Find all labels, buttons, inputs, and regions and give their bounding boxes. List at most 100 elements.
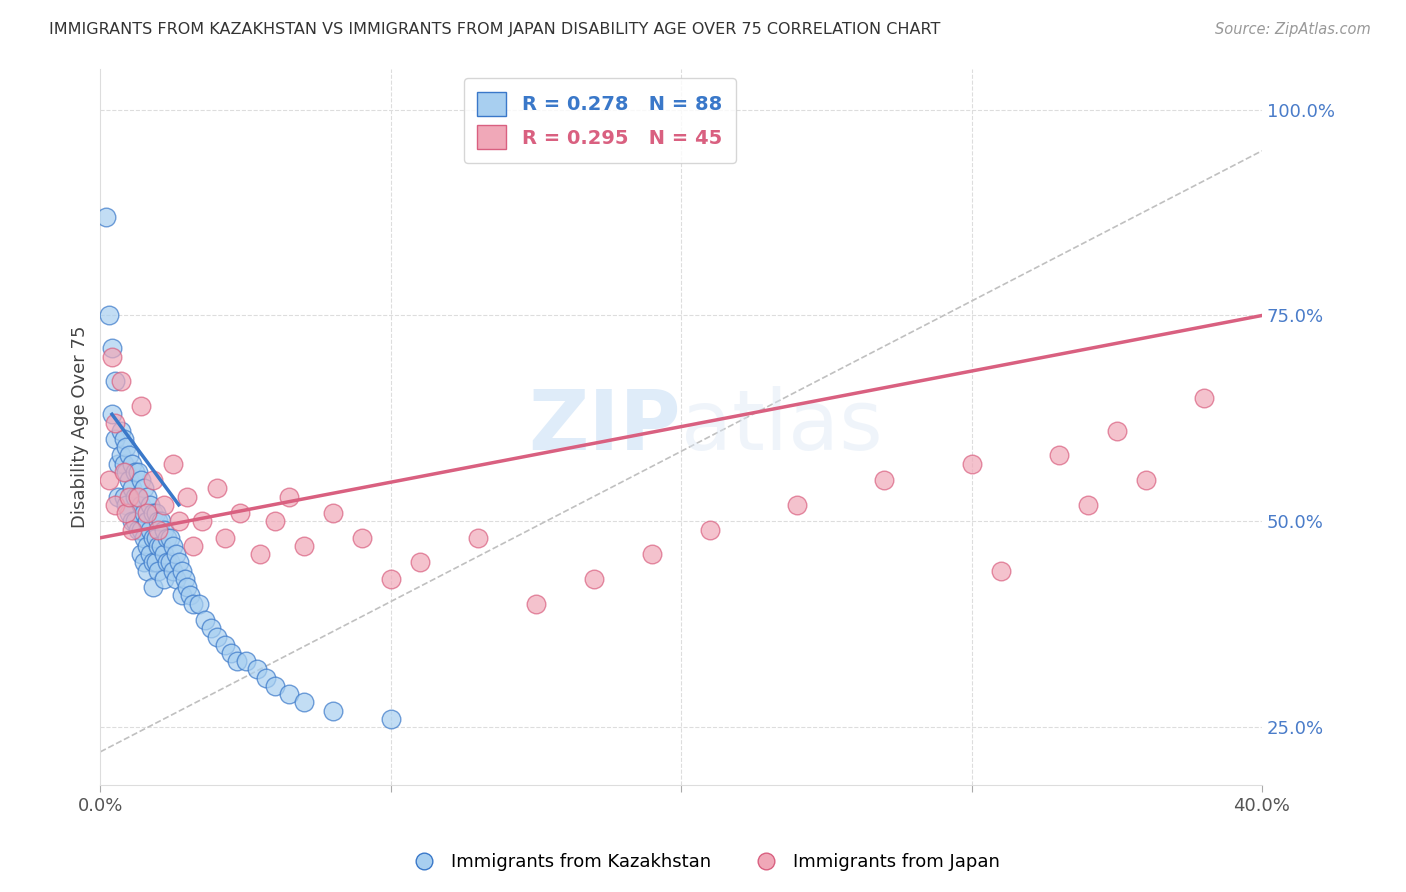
Point — [150, 514, 173, 528]
Point — [98, 309, 121, 323]
Point — [127, 490, 149, 504]
Point — [380, 712, 402, 726]
Point — [176, 580, 198, 594]
Point — [121, 514, 143, 528]
Point — [142, 580, 165, 594]
Point — [112, 465, 135, 479]
Point — [1077, 498, 1099, 512]
Point — [162, 457, 184, 471]
Point — [214, 531, 236, 545]
Point — [110, 449, 132, 463]
Point — [107, 457, 129, 471]
Point — [124, 465, 146, 479]
Point — [1135, 473, 1157, 487]
Point — [153, 498, 176, 512]
Point — [104, 498, 127, 512]
Point — [194, 613, 217, 627]
Point — [380, 572, 402, 586]
Text: Source: ZipAtlas.com: Source: ZipAtlas.com — [1215, 22, 1371, 37]
Point — [322, 704, 344, 718]
Point — [132, 482, 155, 496]
Point — [118, 490, 141, 504]
Point — [127, 465, 149, 479]
Y-axis label: Disability Age Over 75: Disability Age Over 75 — [72, 326, 89, 528]
Point — [132, 531, 155, 545]
Point — [110, 424, 132, 438]
Point — [263, 514, 285, 528]
Point — [96, 210, 118, 224]
Point — [107, 490, 129, 504]
Point — [179, 588, 201, 602]
Point — [135, 564, 157, 578]
Point — [101, 350, 124, 364]
Point — [167, 514, 190, 528]
Point — [129, 523, 152, 537]
Point — [135, 490, 157, 504]
Point — [873, 473, 896, 487]
Point — [292, 695, 315, 709]
Point — [409, 556, 432, 570]
Text: atlas: atlas — [681, 386, 883, 467]
Point — [786, 498, 808, 512]
Point — [153, 547, 176, 561]
Point — [115, 465, 138, 479]
Point — [173, 572, 195, 586]
Legend: R = 0.278   N = 88, R = 0.295   N = 45: R = 0.278 N = 88, R = 0.295 N = 45 — [464, 78, 735, 162]
Point — [138, 547, 160, 561]
Point — [467, 531, 489, 545]
Point — [249, 547, 271, 561]
Point — [145, 506, 167, 520]
Point — [135, 539, 157, 553]
Point — [121, 523, 143, 537]
Point — [101, 342, 124, 356]
Point — [104, 416, 127, 430]
Point — [205, 482, 228, 496]
Point — [121, 482, 143, 496]
Point — [150, 539, 173, 553]
Point — [135, 514, 157, 528]
Point — [191, 514, 214, 528]
Point — [278, 490, 301, 504]
Point — [145, 556, 167, 570]
Point — [176, 490, 198, 504]
Point — [142, 531, 165, 545]
Point — [1105, 424, 1128, 438]
Point — [229, 506, 252, 520]
Text: ZIP: ZIP — [529, 386, 681, 467]
Point — [142, 473, 165, 487]
Point — [124, 514, 146, 528]
Point — [188, 597, 211, 611]
Point — [205, 630, 228, 644]
Point — [138, 498, 160, 512]
Point — [350, 531, 373, 545]
Point — [153, 572, 176, 586]
Point — [153, 523, 176, 537]
Point — [235, 654, 257, 668]
Point — [641, 547, 664, 561]
Point — [115, 440, 138, 454]
Point — [135, 506, 157, 520]
Point — [165, 572, 187, 586]
Point — [156, 556, 179, 570]
Point — [214, 638, 236, 652]
Point — [148, 514, 170, 528]
Point — [960, 457, 983, 471]
Point — [1192, 391, 1215, 405]
Point — [132, 506, 155, 520]
Point — [112, 432, 135, 446]
Point — [200, 621, 222, 635]
Point — [219, 646, 242, 660]
Point — [162, 539, 184, 553]
Point — [104, 375, 127, 389]
Point — [148, 539, 170, 553]
Point — [132, 556, 155, 570]
Point — [159, 531, 181, 545]
Point — [322, 506, 344, 520]
Point — [159, 556, 181, 570]
Point — [127, 523, 149, 537]
Text: IMMIGRANTS FROM KAZAKHSTAN VS IMMIGRANTS FROM JAPAN DISABILITY AGE OVER 75 CORRE: IMMIGRANTS FROM KAZAKHSTAN VS IMMIGRANTS… — [49, 22, 941, 37]
Point — [129, 473, 152, 487]
Point — [129, 547, 152, 561]
Point — [115, 498, 138, 512]
Point — [165, 547, 187, 561]
